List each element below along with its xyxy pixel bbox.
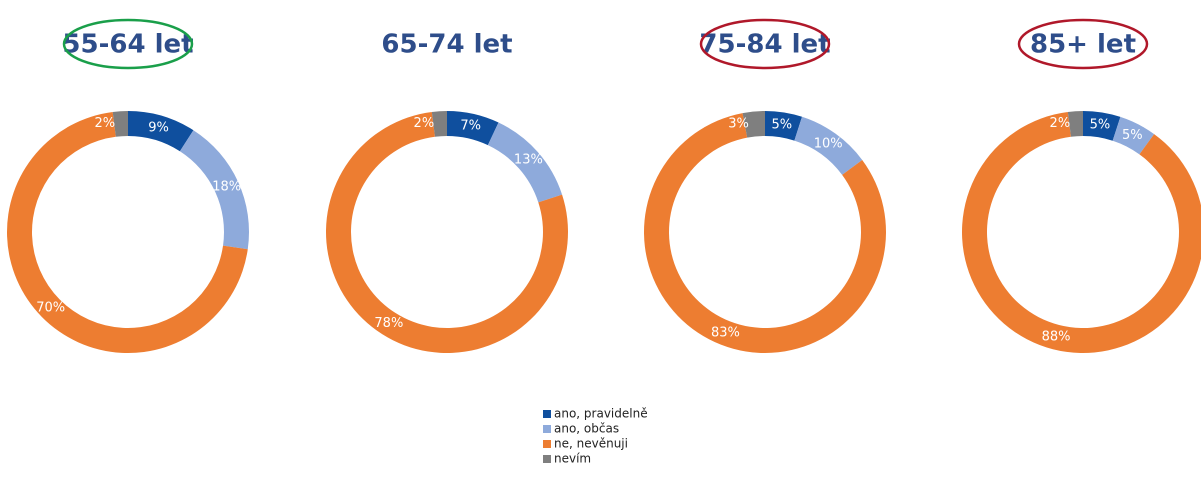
donut-slice xyxy=(794,116,863,175)
chart-title: 65-74 let xyxy=(381,30,512,60)
chart-title: 75-84 let xyxy=(699,30,830,60)
donut-slice xyxy=(961,111,1201,353)
donut-slice xyxy=(128,111,194,152)
data-label: 5% xyxy=(1090,117,1111,132)
title-circle xyxy=(699,18,831,70)
donut-slice xyxy=(1083,111,1121,141)
data-label: 88% xyxy=(1042,330,1071,345)
title-circle xyxy=(1017,18,1149,70)
legend-label: ano, občas xyxy=(554,422,619,436)
chart-title: 55-64 let xyxy=(62,30,193,60)
data-label: 5% xyxy=(771,117,792,132)
data-label: 18% xyxy=(212,179,241,194)
donut-slice xyxy=(765,111,803,141)
data-label: 2% xyxy=(414,116,435,131)
data-label: 7% xyxy=(460,119,481,134)
legend-label: ano, pravidelně xyxy=(554,407,648,421)
data-label: 2% xyxy=(1050,116,1071,131)
donut-slice xyxy=(1112,116,1155,155)
legend-swatch xyxy=(543,425,551,433)
donut-slice xyxy=(742,111,765,138)
data-label: 2% xyxy=(94,116,115,131)
data-label: 3% xyxy=(728,116,749,131)
donut-slice xyxy=(179,130,249,250)
chart-title: 85+ let xyxy=(1030,30,1136,60)
legend-label: ne, nevěnuji xyxy=(554,437,628,451)
legend-swatch xyxy=(543,455,551,463)
data-label: 9% xyxy=(148,120,169,135)
donut-slice xyxy=(1067,111,1083,137)
legend-label: nevím xyxy=(554,452,591,466)
data-label: 78% xyxy=(374,316,403,331)
donut-slice xyxy=(112,111,128,137)
title-circle xyxy=(62,18,194,70)
donut-slice xyxy=(487,122,563,203)
data-label: 70% xyxy=(36,301,65,316)
data-label: 10% xyxy=(814,136,843,151)
data-label: 83% xyxy=(711,326,740,341)
legend-swatch xyxy=(543,440,551,448)
legend-swatch xyxy=(543,410,551,418)
donut-slice xyxy=(431,111,447,137)
data-label: 13% xyxy=(514,153,543,168)
donut-slice xyxy=(447,111,499,146)
data-label: 5% xyxy=(1122,128,1143,143)
